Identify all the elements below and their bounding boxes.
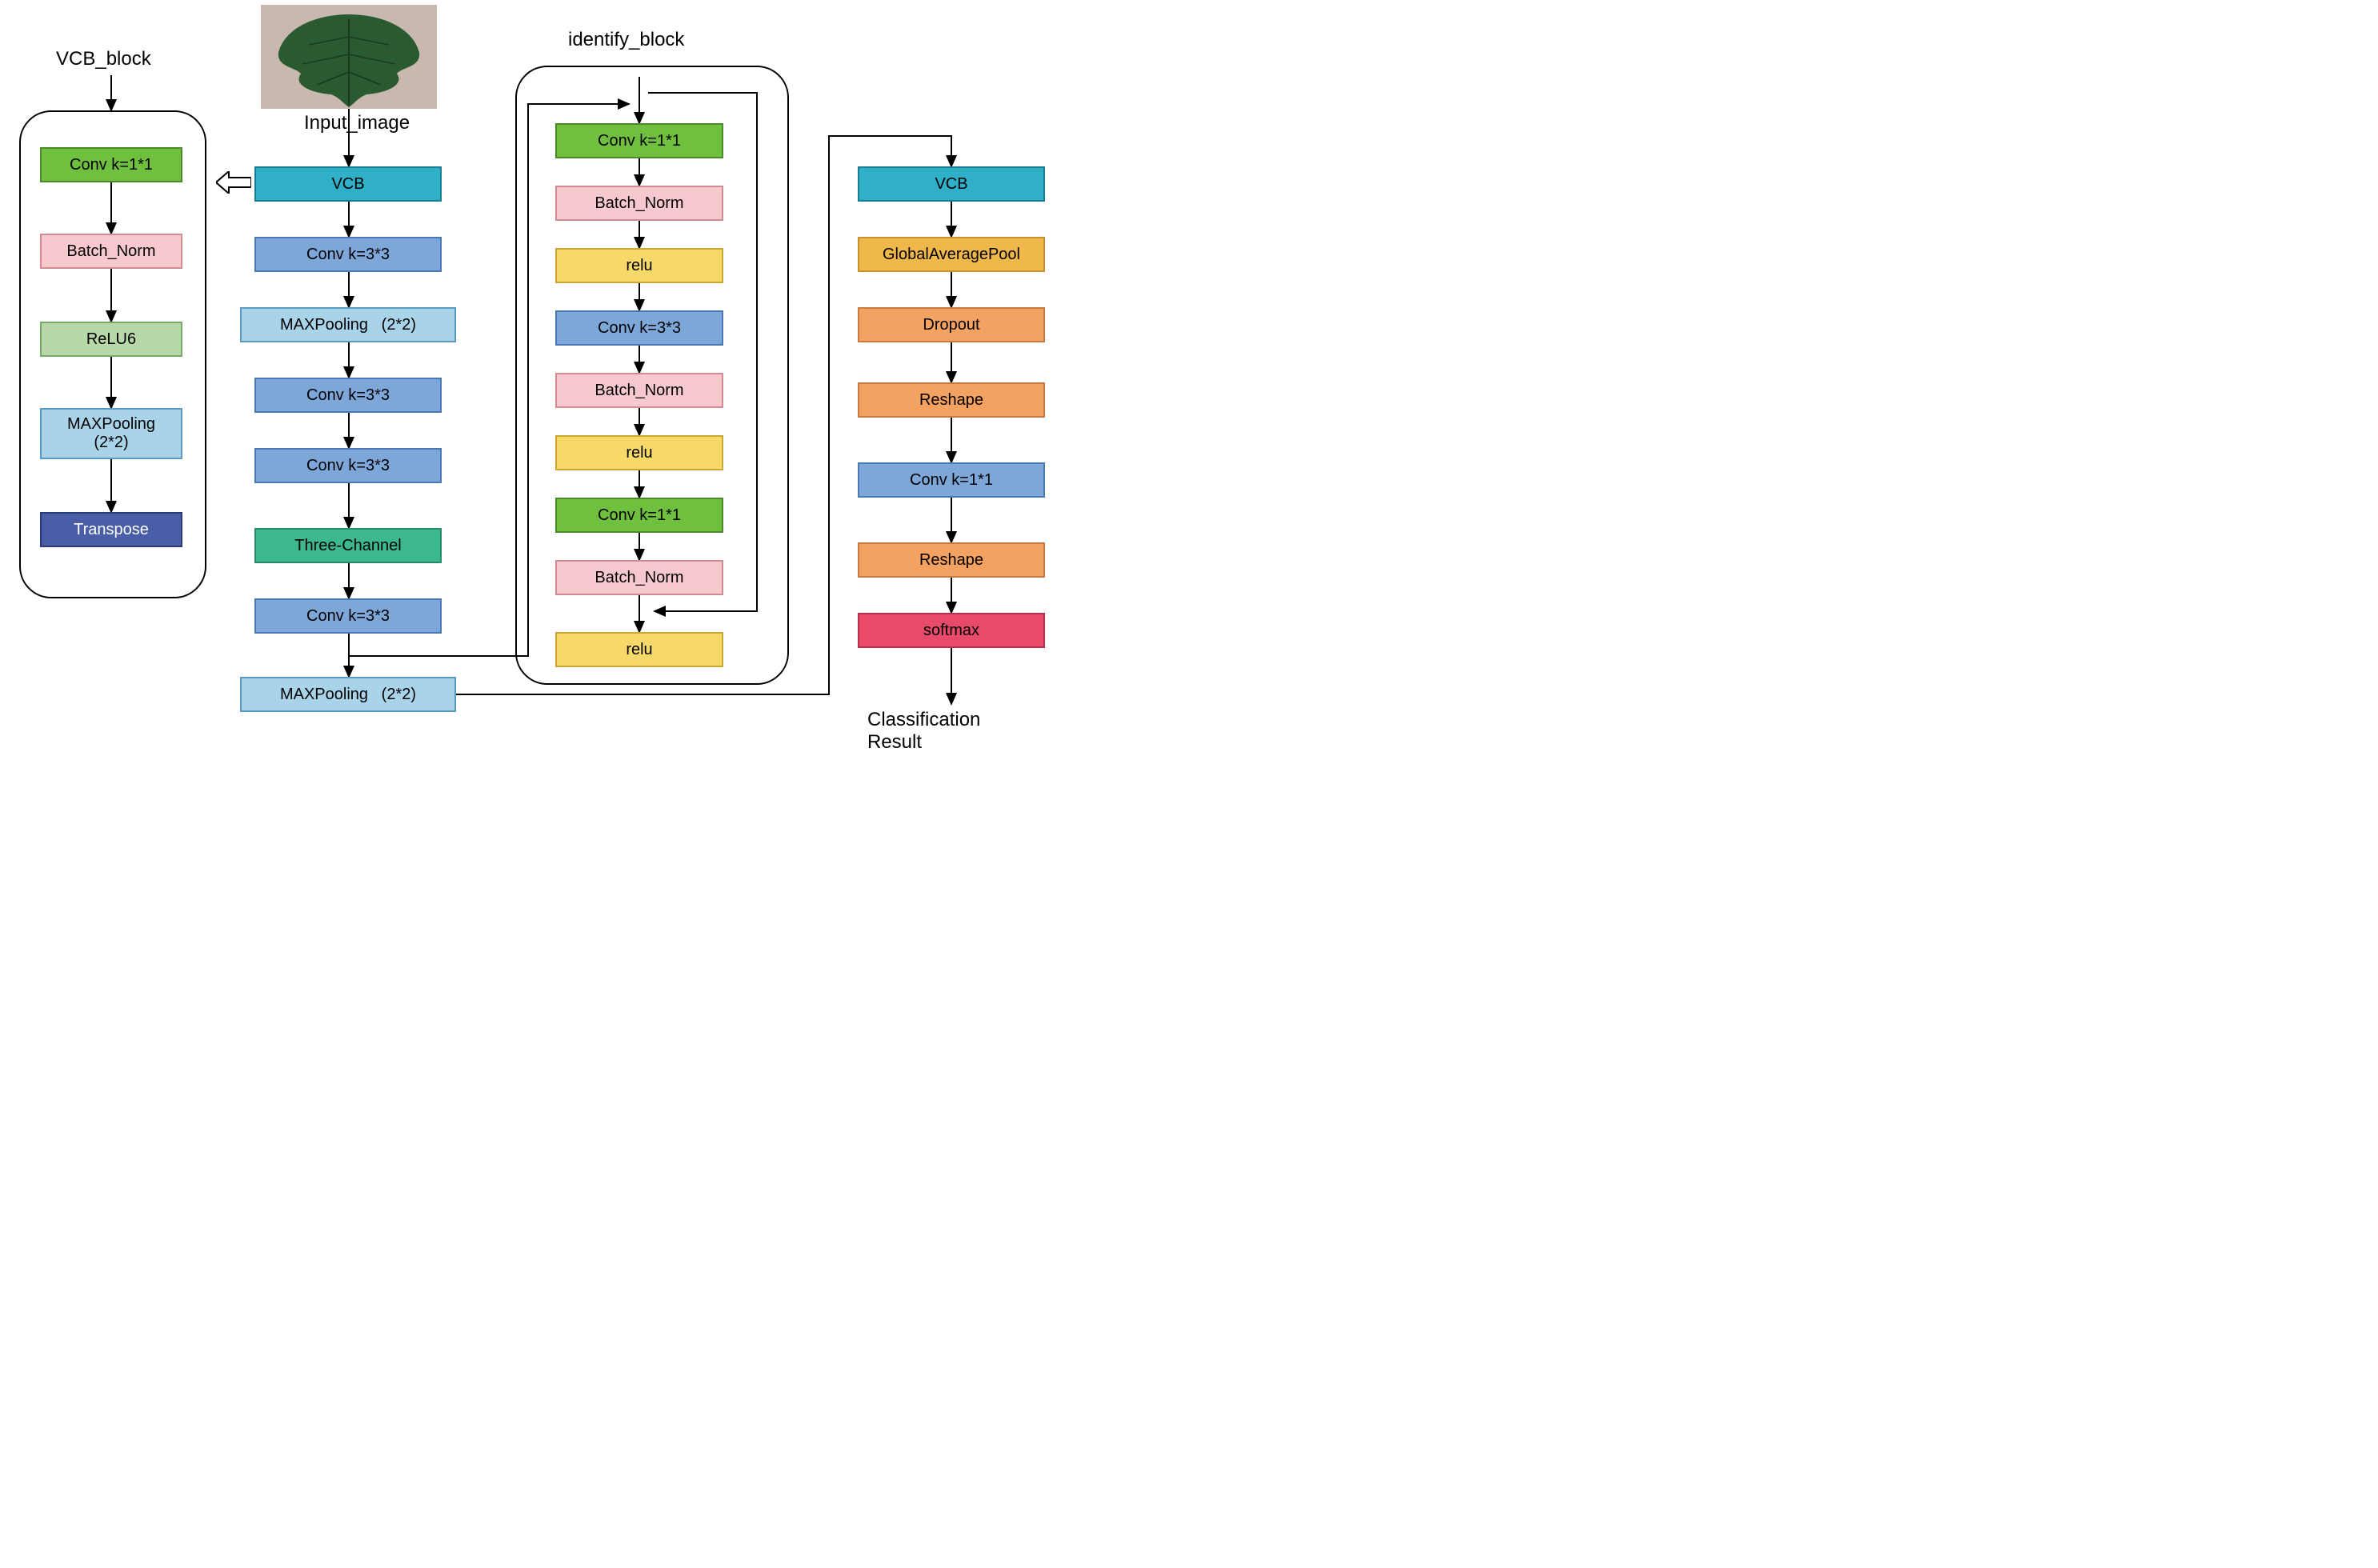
- head_stack-rs1-block: Reshape: [858, 382, 1045, 418]
- main_stack-c3-label: Conv k=3*3: [306, 457, 390, 475]
- classification-result-label: Classification Result: [867, 709, 980, 754]
- pointer-arrow-icon: [216, 171, 251, 194]
- head_stack-hvcb-label: VCB: [935, 175, 967, 194]
- main_stack-c1-block: Conv k=3*3: [254, 237, 442, 272]
- head_stack-hc1-block: Conv k=1*1: [858, 462, 1045, 498]
- main_stack-c3-block: Conv k=3*3: [254, 448, 442, 483]
- vcb_block-relu6-label: ReLU6: [86, 330, 136, 349]
- identify_block-ibn3-label: Batch_Norm: [594, 569, 683, 587]
- head_stack-gap-label: GlobalAveragePool: [883, 246, 1020, 264]
- identify_block-ir2-block: relu: [555, 435, 723, 470]
- main_stack-tc-block: Three-Channel: [254, 528, 442, 563]
- head_stack-drop-label: Dropout: [923, 316, 979, 334]
- main_stack-mp1-label: MAXPooling (2*2): [280, 316, 416, 334]
- identify_block-ibn1-label: Batch_Norm: [594, 194, 683, 213]
- head_stack-sm-block: softmax: [858, 613, 1045, 648]
- identify_block-ic2-label: Conv k=3*3: [598, 319, 681, 338]
- head_stack-gap-block: GlobalAveragePool: [858, 237, 1045, 272]
- vcb_block-transp-block: Transpose: [40, 512, 182, 547]
- main_stack-c4-label: Conv k=3*3: [306, 607, 390, 626]
- main_stack-mp2-block: MAXPooling (2*2): [240, 677, 456, 712]
- main_stack-mp1-block: MAXPooling (2*2): [240, 307, 456, 342]
- diagram-canvas: VCB_block Input_image identify_block Cla…: [0, 0, 1189, 784]
- head_stack-hc1-label: Conv k=1*1: [910, 471, 993, 490]
- main_stack-mp2-label: MAXPooling (2*2): [280, 686, 416, 704]
- vcb-block-title: VCB_block: [56, 48, 151, 70]
- main_stack-vcb-label: VCB: [331, 175, 364, 194]
- identify_block-ibn2-label: Batch_Norm: [594, 382, 683, 400]
- identify_block-ic2-block: Conv k=3*3: [555, 310, 723, 346]
- vcb_block-conv1-block: Conv k=1*1: [40, 147, 182, 182]
- main_stack-tc-label: Three-Channel: [294, 537, 401, 555]
- vcb_block-conv1-label: Conv k=1*1: [70, 156, 153, 174]
- identify_block-ibn2-block: Batch_Norm: [555, 373, 723, 408]
- identify_block-ir2-label: relu: [626, 444, 652, 462]
- head_stack-drop-block: Dropout: [858, 307, 1045, 342]
- input-leaf-image: [261, 5, 437, 109]
- identify_block-ir3-block: relu: [555, 632, 723, 667]
- vcb_block-bn-label: Batch_Norm: [66, 242, 155, 261]
- identify_block-ibn1-block: Batch_Norm: [555, 186, 723, 221]
- vcb_block-maxp-block: MAXPooling (2*2): [40, 408, 182, 459]
- head_stack-rs2-label: Reshape: [919, 551, 983, 570]
- head_stack-sm-label: softmax: [923, 622, 979, 640]
- identify_block-ir3-label: relu: [626, 641, 652, 659]
- vcb_block-relu6-block: ReLU6: [40, 322, 182, 357]
- identify_block-ir1-label: relu: [626, 257, 652, 275]
- main_stack-c1-label: Conv k=3*3: [306, 246, 390, 264]
- identify_block-ic1-label: Conv k=1*1: [598, 132, 681, 150]
- head_stack-rs1-label: Reshape: [919, 391, 983, 410]
- main_stack-vcb-block: VCB: [254, 166, 442, 202]
- identify_block-ibn3-block: Batch_Norm: [555, 560, 723, 595]
- identify_block-ic3-label: Conv k=1*1: [598, 506, 681, 525]
- main_stack-c2-block: Conv k=3*3: [254, 378, 442, 413]
- main_stack-c2-label: Conv k=3*3: [306, 386, 390, 405]
- identify_block-ic1-block: Conv k=1*1: [555, 123, 723, 158]
- identify-block-title: identify_block: [568, 29, 684, 51]
- vcb_block-maxp-label: MAXPooling (2*2): [67, 415, 155, 452]
- head_stack-rs2-block: Reshape: [858, 542, 1045, 578]
- vcb_block-transp-label: Transpose: [74, 521, 149, 539]
- identify_block-ir1-block: relu: [555, 248, 723, 283]
- vcb_block-bn-block: Batch_Norm: [40, 234, 182, 269]
- input-image-title: Input_image: [304, 112, 410, 134]
- identify_block-ic3-block: Conv k=1*1: [555, 498, 723, 533]
- main_stack-c4-block: Conv k=3*3: [254, 598, 442, 634]
- head_stack-hvcb-block: VCB: [858, 166, 1045, 202]
